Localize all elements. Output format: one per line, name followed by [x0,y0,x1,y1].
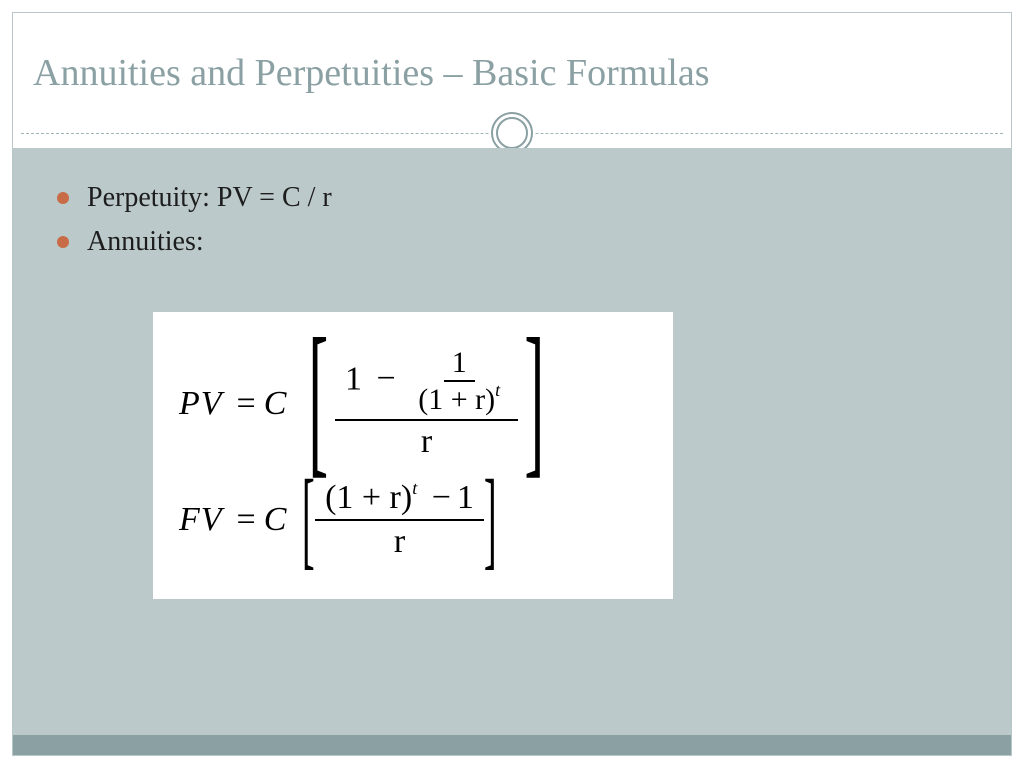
bullet-list: Perpetuity: PV = C / r Annuities: [53,176,971,264]
formula-box: PV = C [ 1 − 1 (1 + r)t r [153,312,673,599]
equals-sign: = [237,385,256,423]
pv-coef: C [264,385,287,423]
fv-denom: r [384,521,415,563]
pv-inner-fraction: 1 (1 + r)t [410,346,508,417]
pv-lhs: PV [179,385,223,423]
minus-sign: − [432,479,451,516]
slide-title: Annuities and Perpetuities – Basic Formu… [33,51,710,95]
formula-fv: FV = C [ (1 + r)t −1 r ] [179,477,647,563]
pv-denom: r [411,421,442,463]
fv-lhs: FV [179,501,223,539]
pv-fraction: 1 − 1 (1 + r)t r [335,344,518,463]
minus-sign: − [377,360,396,397]
pv-inner-num: 1 [444,346,475,382]
pv-inner-exp: t [495,380,500,400]
fv-coef: C [264,501,287,539]
pv-inner-base: (1 + r) [418,383,495,416]
formula-pv: PV = C [ 1 − 1 (1 + r)t r [179,344,647,463]
slide-frame: Annuities and Perpetuities – Basic Formu… [12,12,1012,756]
equals-sign: = [237,501,256,539]
bullet-item: Annuities: [53,220,971,264]
pv-num-left: 1 [345,360,362,397]
fv-fraction: (1 + r)t −1 r [315,477,484,563]
slide-body: Perpetuity: PV = C / r Annuities: PV = C… [13,148,1011,735]
fv-num-right: 1 [457,479,474,516]
bullet-item: Perpetuity: PV = C / r [53,176,971,220]
fv-num-exp: t [412,478,417,498]
footer-accent-bar [13,735,1011,755]
fv-num-base: (1 + r) [325,479,412,516]
